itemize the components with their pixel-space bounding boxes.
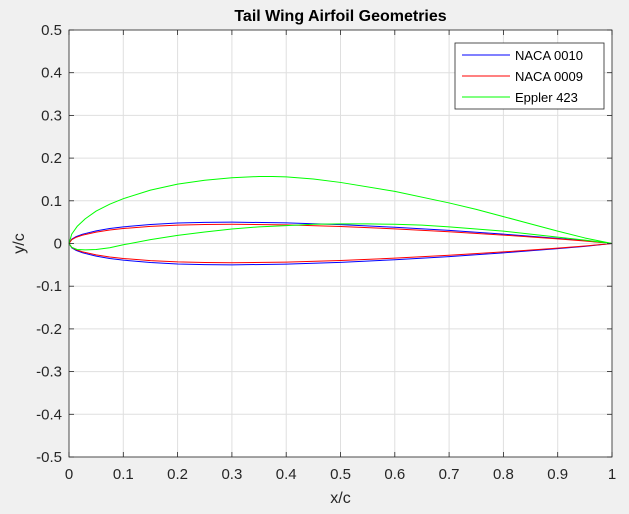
x-tick-label: 0.7: [439, 466, 460, 483]
y-tick-label: 0.3: [41, 107, 62, 124]
x-tick-label: 0.2: [167, 466, 188, 483]
y-tick-label: -0.4: [36, 406, 62, 423]
y-tick-label: -0.3: [36, 364, 62, 381]
x-tick-label: 0.9: [547, 466, 568, 483]
y-tick-label: 0.5: [41, 22, 62, 39]
ticks: 0 0.1 0.2 0.3 0.4 0.5 0.6 0.7 0.8 0.9 1 -0.5 -0.4 -0.…: [36, 22, 616, 483]
legend: NACA 0010 NACA 0009 Eppler 423: [454, 42, 605, 110]
series-line-eppler-423: [68, 175, 613, 251]
x-tick-label: 0.1: [113, 466, 134, 483]
x-tick-label: 0.5: [330, 466, 351, 483]
y-axis-label: y/c: [11, 233, 28, 253]
chart-title: Tail Wing Airfoil Geometries: [234, 8, 446, 25]
x-tick-label: 0.4: [276, 466, 297, 483]
legend-label: Eppler 423: [515, 90, 578, 105]
y-tick-label: -0.5: [36, 449, 62, 466]
x-tick-label: 0: [65, 466, 73, 483]
y-tick-label: -0.2: [36, 321, 62, 338]
legend-label: NACA 0009: [515, 69, 583, 84]
x-tick-label: 1: [608, 466, 616, 483]
y-tick-label: 0.4: [41, 65, 62, 82]
y-tick-label: 0.2: [41, 150, 62, 167]
x-tick-label: 0.3: [221, 466, 242, 483]
y-tick-label: -0.1: [36, 278, 62, 295]
y-tick-label: 0.1: [41, 193, 62, 210]
x-axis-label: x/c: [330, 490, 350, 507]
x-tick-label: 0.8: [493, 466, 514, 483]
y-tick-label: 0: [54, 236, 62, 253]
x-tick-label: 0.6: [384, 466, 405, 483]
legend-label: NACA 0010: [515, 48, 583, 63]
